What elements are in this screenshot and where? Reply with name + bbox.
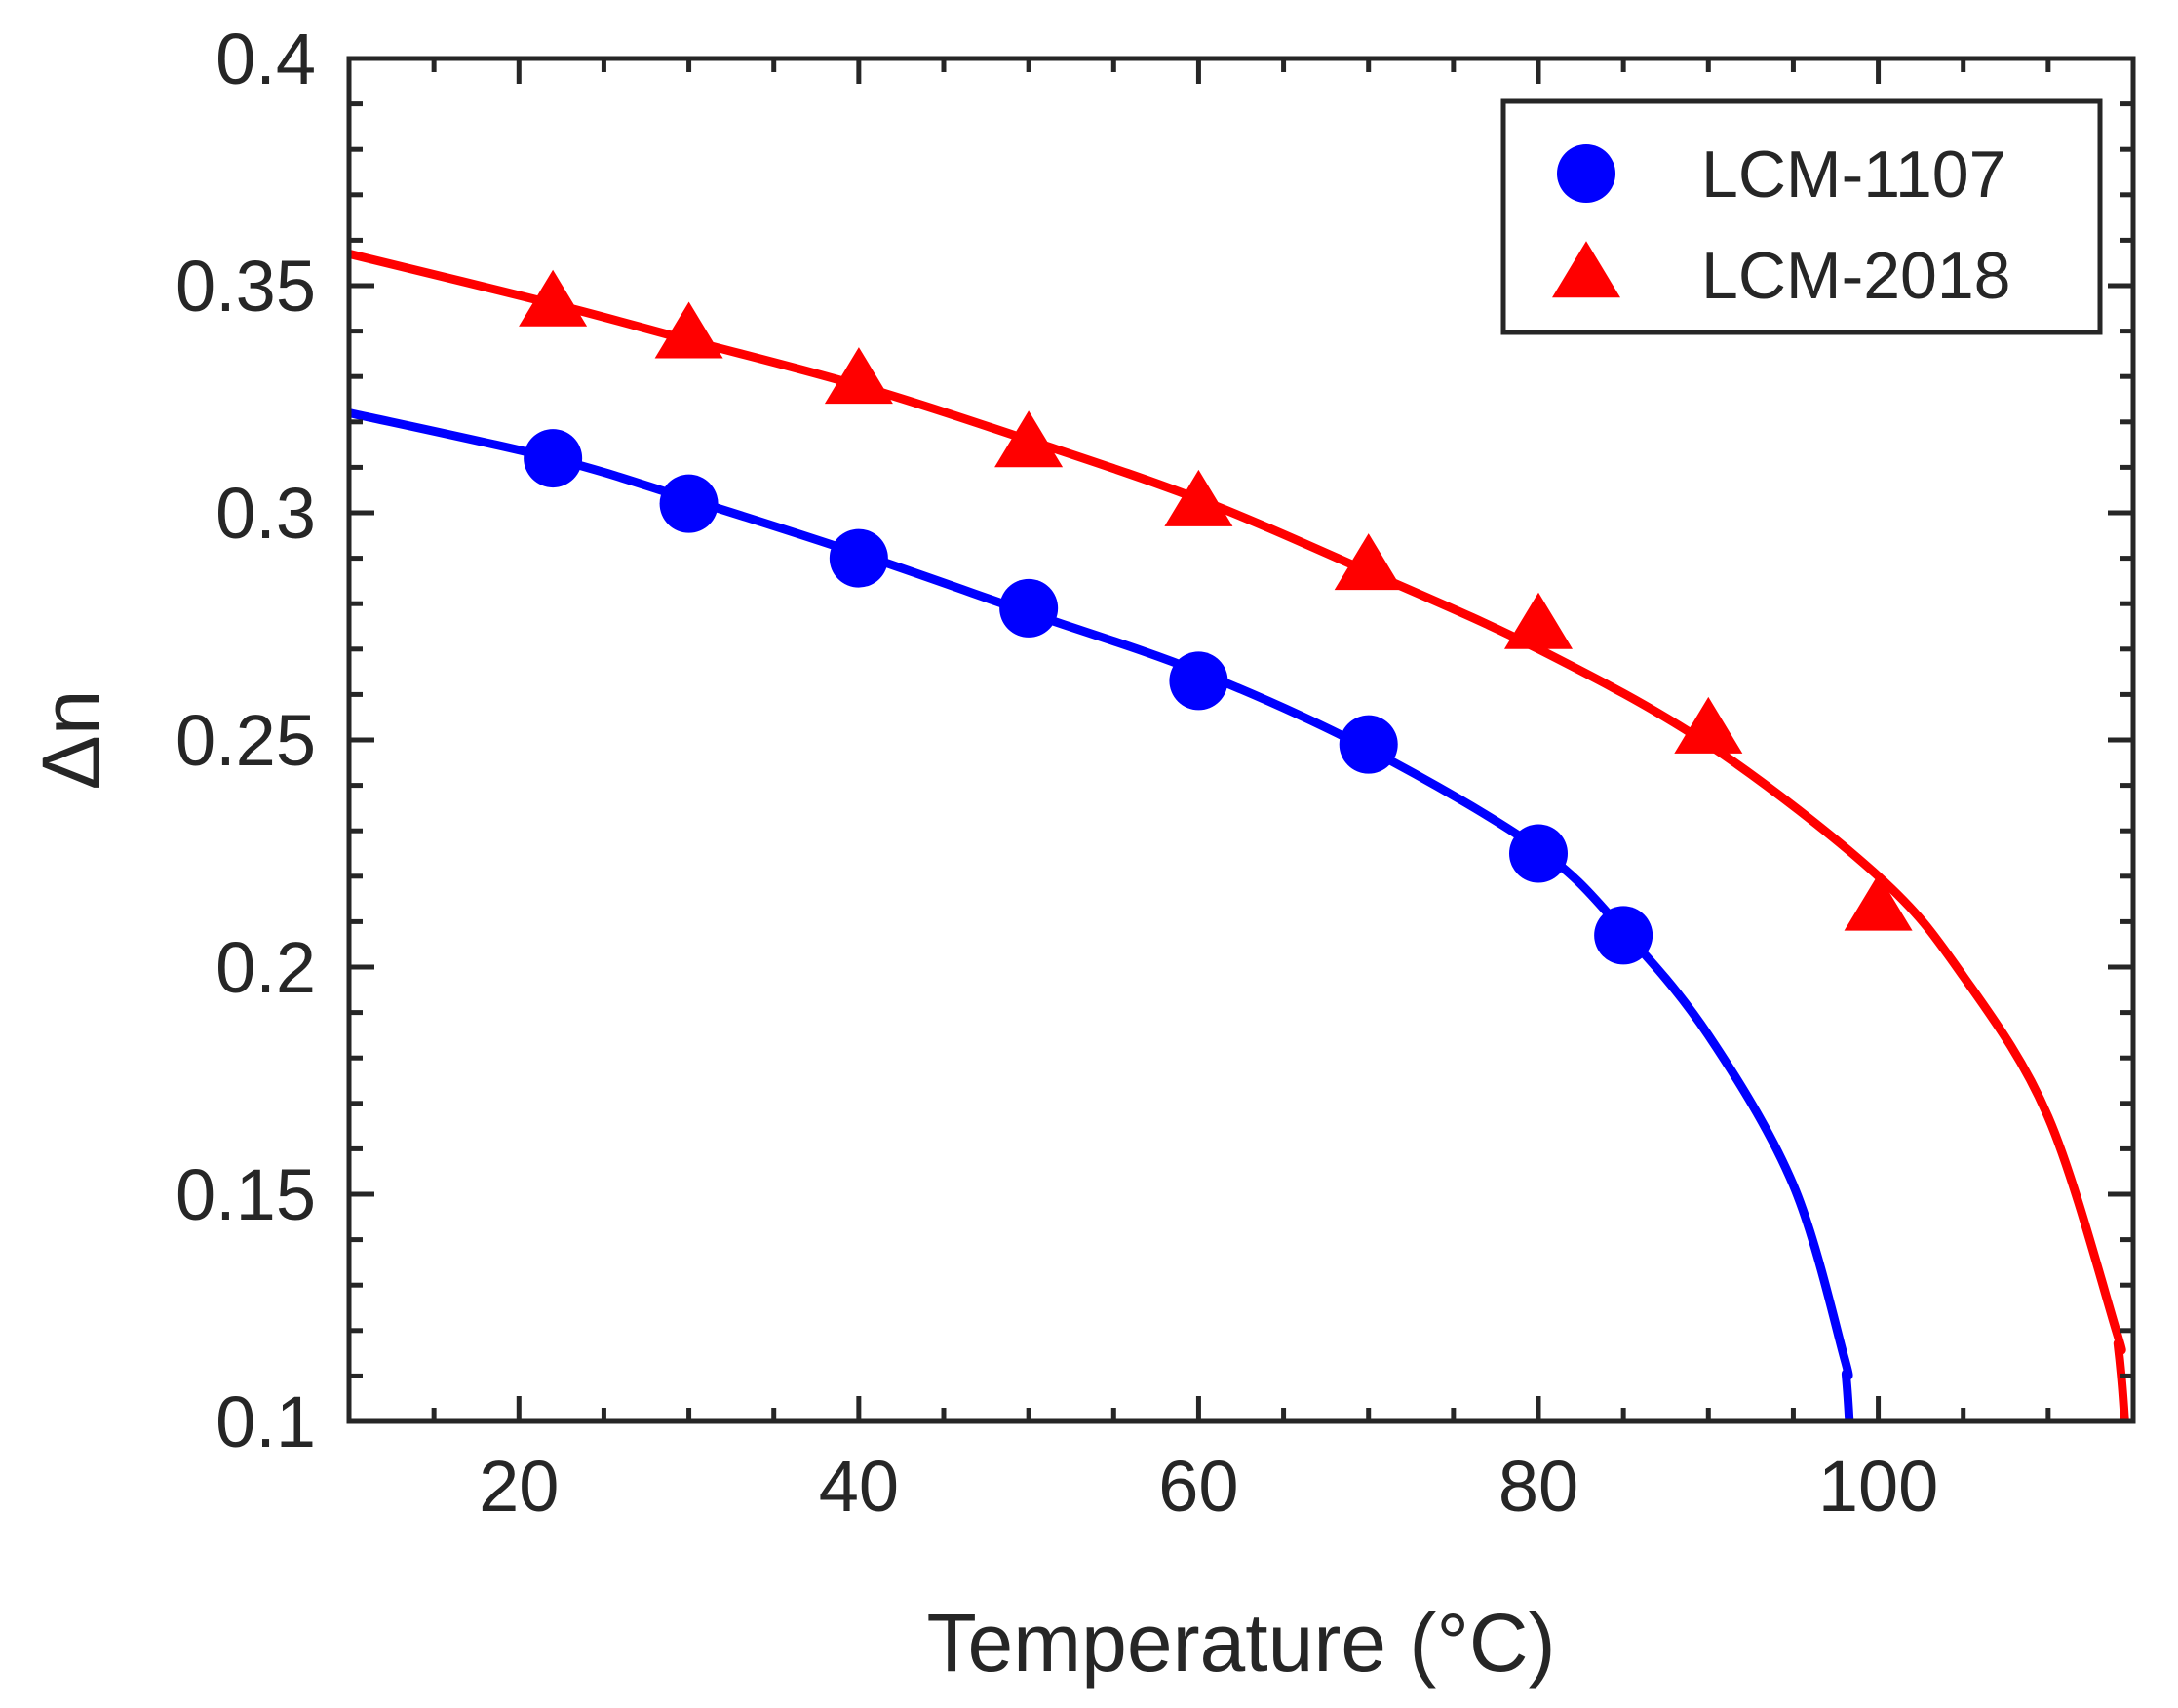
legend-marker-lcm-1107 <box>1557 144 1615 203</box>
data-point-lcm-1107 <box>829 528 888 588</box>
data-point-lcm-2018 <box>1674 696 1743 754</box>
data-point-lcm-2018 <box>1844 873 1913 931</box>
x-tick-label: 80 <box>1498 1446 1578 1527</box>
data-point-lcm-1107 <box>1169 651 1228 711</box>
axis-ticks <box>346 56 2136 1424</box>
x-tick-labels: 20 40 60 80 100 <box>479 1446 1938 1527</box>
data-point-lcm-1107 <box>1339 715 1398 774</box>
data-point-lcm-2018 <box>1504 592 1573 649</box>
y-tick-label: 0.25 <box>175 700 316 781</box>
data-markers <box>519 269 1913 965</box>
y-tick-label: 0.4 <box>215 19 316 99</box>
x-tick-label: 20 <box>479 1446 559 1527</box>
data-point-lcm-2018 <box>1334 533 1403 591</box>
y-tick-label: 0.15 <box>175 1154 316 1235</box>
data-point-lcm-1107 <box>659 474 719 533</box>
x-tick-label: 40 <box>819 1446 899 1527</box>
data-point-lcm-1107 <box>1594 906 1653 965</box>
y-tick-labels: 0.1 0.15 0.2 0.25 0.3 0.35 0.4 <box>175 19 316 1462</box>
data-point-lcm-2018 <box>994 410 1064 468</box>
y-tick-label: 0.3 <box>215 473 316 554</box>
x-axis-label: Temperature (°C) <box>926 1597 1555 1689</box>
y-axis-label: Δn <box>25 690 117 791</box>
y-tick-label: 0.1 <box>215 1381 316 1462</box>
y-tick-label: 0.2 <box>215 927 316 1008</box>
y-tick-label: 0.35 <box>175 246 316 327</box>
legend-marker-lcm-2018 <box>1552 241 1620 298</box>
data-point-lcm-2018 <box>654 301 723 359</box>
data-point-lcm-2018 <box>824 347 893 405</box>
data-point-lcm-1107 <box>1509 824 1568 883</box>
x-tick-label: 100 <box>1818 1446 1938 1527</box>
x-tick-label: 60 <box>1158 1446 1238 1527</box>
legend-label-lcm-2018: LCM-2018 <box>1701 239 2011 313</box>
legend-label-lcm-1107: LCM-1107 <box>1701 137 2005 212</box>
data-point-lcm-2018 <box>519 269 588 327</box>
data-point-lcm-1107 <box>999 578 1059 638</box>
data-point-lcm-2018 <box>1164 469 1233 526</box>
legend: LCM-1107 LCM-2018 <box>1500 98 2103 335</box>
fit-line-lcm-2018 <box>349 250 2129 1421</box>
data-point-lcm-1107 <box>524 429 583 488</box>
legend-entries: LCM-1107 LCM-2018 <box>1552 137 2011 313</box>
